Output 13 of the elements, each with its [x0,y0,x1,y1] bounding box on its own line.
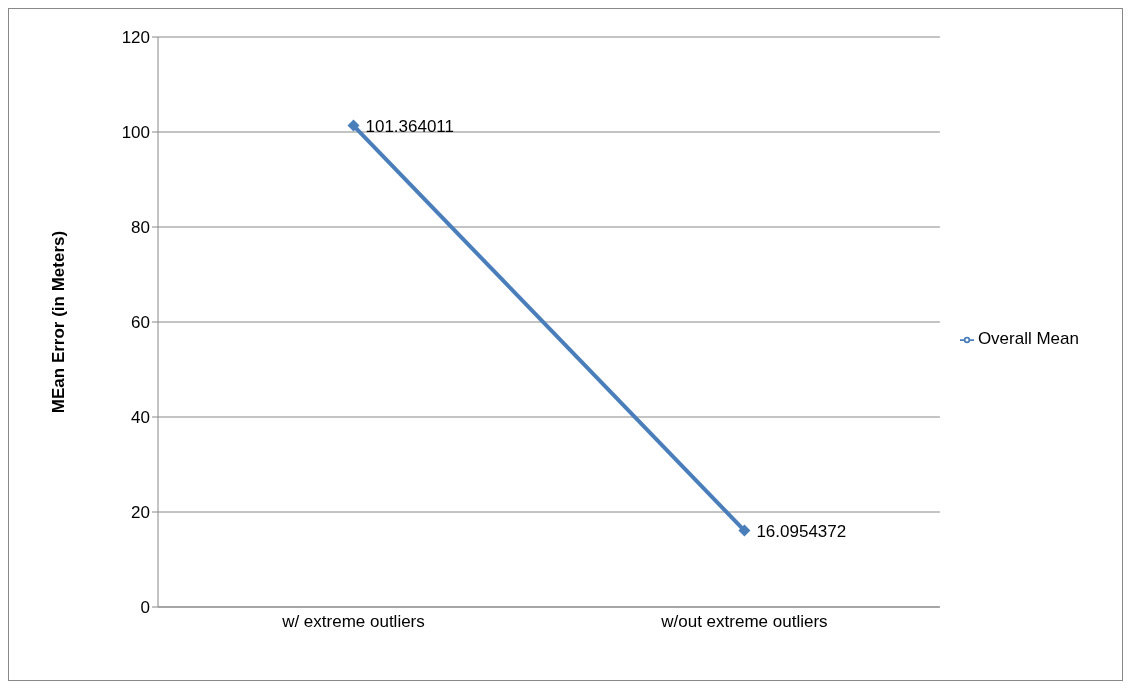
y-tick-label: 20 [131,503,150,523]
legend-label: Overall Mean [977,329,1079,348]
x-tick-label: w/ extreme outliers [281,612,425,632]
y-tick-label: 120 [121,28,150,48]
y-tick-label: 60 [131,313,150,333]
y-tick-label: 80 [131,218,150,238]
data-label: 16.0954372 [756,521,847,541]
y-tick-label: 100 [121,123,150,143]
x-tick-label: w/out extreme outliers [660,612,828,632]
y-tick-label: 40 [131,408,150,428]
data-label: 101.364011 [365,116,455,136]
y-tick-label: 0 [140,598,150,618]
y-axis-title: MEan Error (in Meters) [49,230,69,414]
